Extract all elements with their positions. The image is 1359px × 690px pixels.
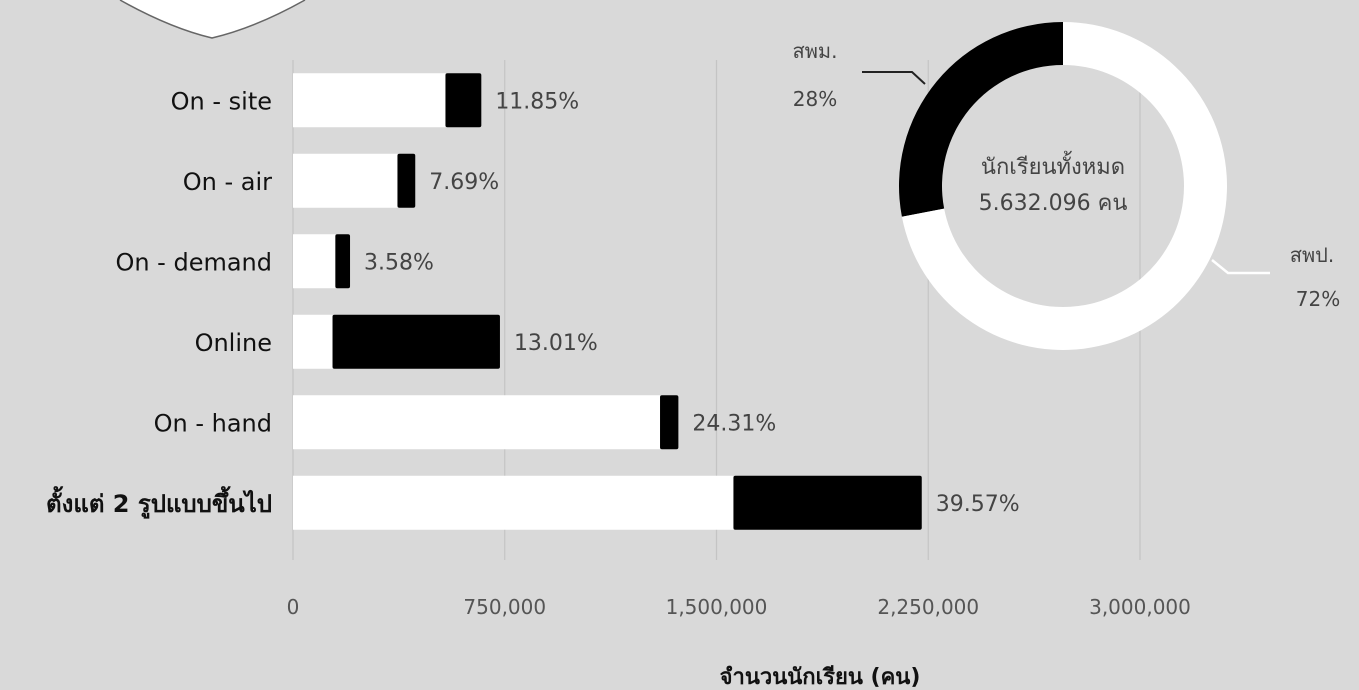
- bar-data-label: 11.85%: [495, 89, 579, 114]
- bar-segment-white: [293, 475, 734, 530]
- bar-data-label: 13.01%: [514, 331, 598, 356]
- category-label: On - demand: [115, 248, 272, 276]
- bar-data-label: 7.69%: [429, 170, 499, 195]
- bar-segment-white: [293, 234, 336, 289]
- x-tick-label: 0: [287, 595, 300, 619]
- x-tick-label: 3,000,000: [1089, 595, 1191, 619]
- x-axis-label: จำนวนนักเรียน (คน): [720, 665, 921, 690]
- category-labels: On - site On - air On - demand Online On - h…: [46, 87, 272, 519]
- bar-segment-black: [332, 314, 500, 369]
- category-label: ตั้งแต่ 2 รูปแบบขึ้นไป: [46, 485, 272, 519]
- donut-center-label: นักเรียนทั้งหมด: [981, 151, 1125, 180]
- decorative-top-shape: [119, 0, 306, 39]
- donut-chart: นักเรียนทั้งหมด 5.632.096 คน สพม. 28% สพป. 72…: [793, 22, 1340, 350]
- donut-center-value: 5.632.096 คน: [979, 191, 1128, 216]
- callout-percent: 72%: [1296, 287, 1340, 311]
- bar-segment-black: [660, 395, 679, 450]
- donut-slice: [899, 22, 1063, 217]
- callout-line: [1211, 259, 1270, 275]
- callout-label: สพป.: [1290, 243, 1334, 267]
- bar-segment-black: [733, 475, 922, 530]
- bar-data-label: 39.57%: [936, 492, 1020, 517]
- x-tick-labels: 0 750,000 1,500,000 2,250,000 3,000,000: [287, 595, 1191, 619]
- bar-segment-black: [397, 153, 416, 208]
- bar-data-label: 24.31%: [692, 411, 776, 436]
- category-label: On - air: [183, 168, 272, 196]
- callout-label: สพม.: [793, 39, 838, 63]
- x-tick-label: 1,500,000: [666, 595, 768, 619]
- x-tick-label: 2,250,000: [877, 595, 979, 619]
- bar-segment-white: [293, 153, 398, 208]
- x-tick-label: 750,000: [463, 595, 546, 619]
- bar-series: 11.85% 7.69% 3.58% 13.01% 24.31% 39.57%: [293, 73, 1020, 530]
- category-label: Online: [195, 329, 272, 357]
- callout-line: [862, 71, 926, 85]
- bar-segment-white: [293, 73, 446, 128]
- bar-data-label: 3.58%: [364, 250, 434, 275]
- category-label: On - hand: [154, 409, 272, 437]
- bar-segment-white: [293, 314, 333, 369]
- bar-segment-black: [335, 234, 351, 289]
- bar-segment-black: [445, 73, 482, 128]
- bar-segment-white: [293, 395, 661, 450]
- callout-percent: 28%: [793, 87, 837, 111]
- category-label: On - site: [171, 87, 272, 115]
